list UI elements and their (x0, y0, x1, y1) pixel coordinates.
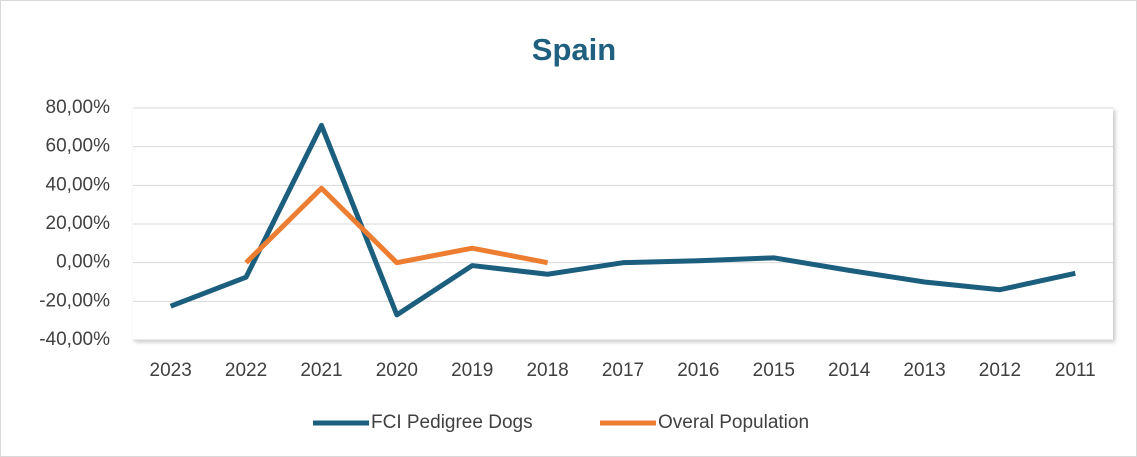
x-tick-label: 2023 (150, 360, 192, 381)
y-tick-label: -40,00% (39, 329, 110, 350)
legend-label: Overal Population (658, 412, 809, 433)
series-line (244, 185, 549, 266)
y-tick-label: -20,00% (39, 290, 110, 311)
y-tick-label: 20,00% (46, 213, 111, 234)
x-tick-label: 2020 (376, 360, 418, 381)
x-tick-label: 2021 (300, 360, 342, 381)
x-tick-label: 2017 (602, 360, 644, 381)
x-tick-label: 2018 (526, 360, 568, 381)
x-tick-label: 2011 (1055, 360, 1096, 381)
y-tick-label: 80,00% (46, 97, 111, 118)
chart-title: Spain (532, 32, 616, 67)
legend-label: FCI Pedigree Dogs (371, 412, 533, 433)
y-tick-label: 60,00% (46, 136, 111, 157)
x-tick-label: 2022 (225, 360, 267, 381)
series-line (169, 122, 1076, 318)
x-tick-label: 2016 (677, 360, 719, 381)
x-tick-label: 2014 (828, 360, 871, 381)
x-tick-label: 2012 (979, 360, 1021, 381)
x-tick-label: 2019 (451, 360, 493, 381)
x-tick-label: 2015 (753, 360, 795, 381)
x-tick-label: 2013 (903, 360, 945, 381)
y-tick-label: 0,00% (56, 252, 110, 273)
y-tick-label: 40,00% (46, 174, 111, 195)
